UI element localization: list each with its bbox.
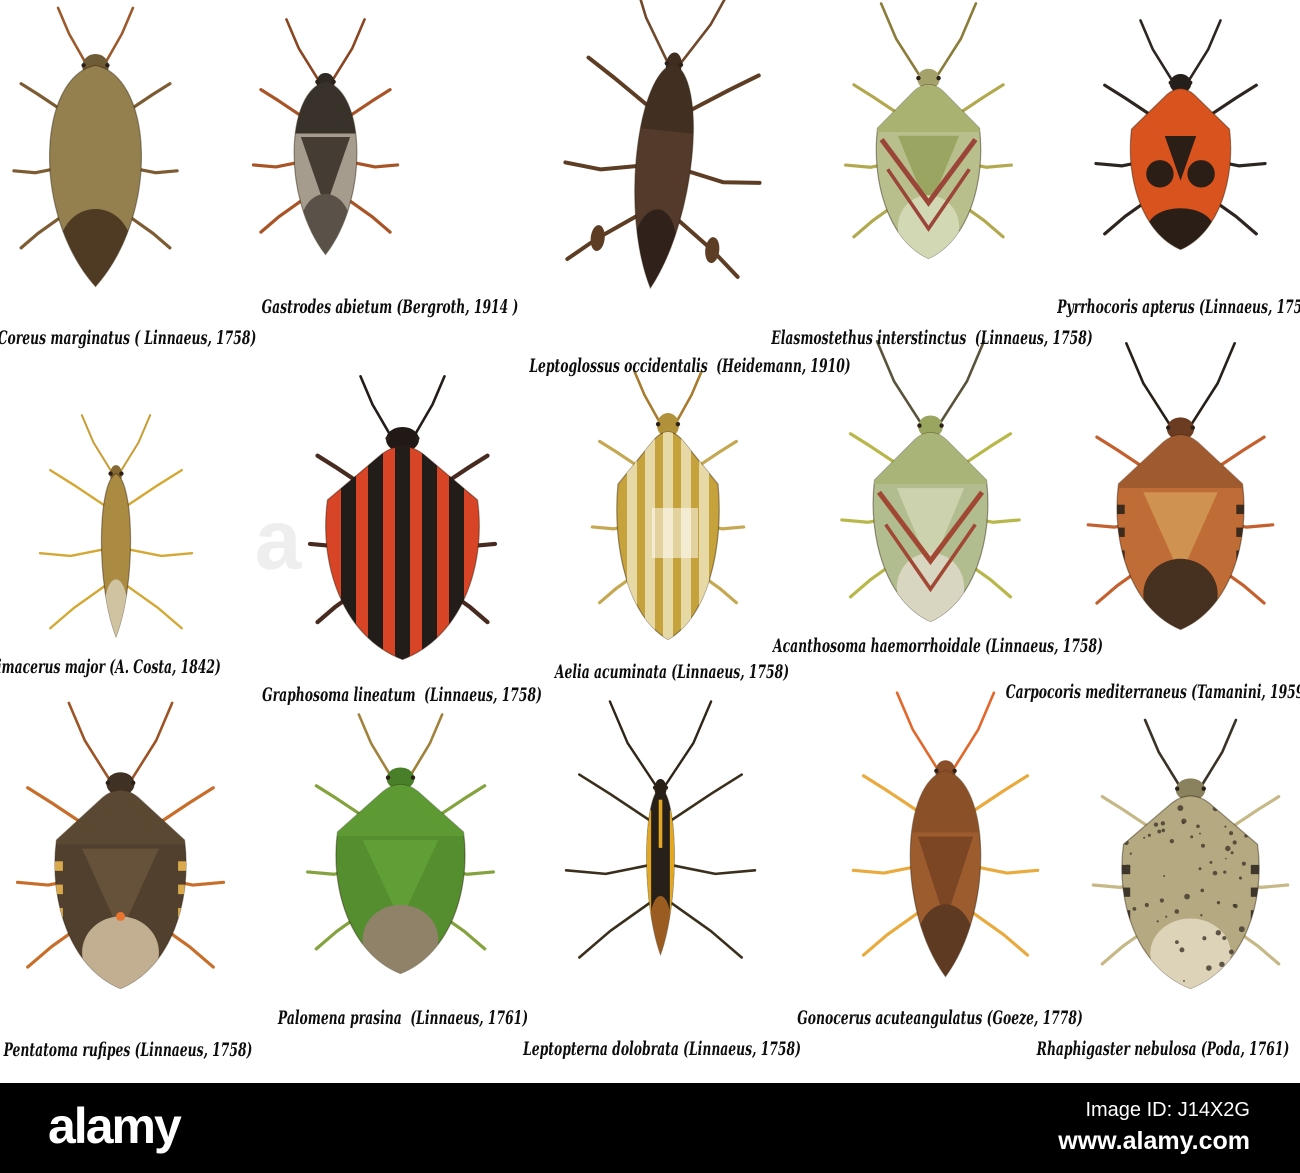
specimen-label-gonocerus-acuteangulatus: Gonocerus acuteangulatus (Goeze, 1778) bbox=[797, 1007, 1083, 1029]
bug-illustration-pyrrhocoris-apterus bbox=[1093, 18, 1267, 250]
bug-illustration-gonocerus-acuteangulatus bbox=[851, 690, 1039, 978]
specimen-label-graphosoma-lineatum: Graphosoma lineatum (Linnaeus, 1758) bbox=[262, 684, 542, 706]
faint-watermark-patch bbox=[652, 508, 698, 558]
image-id-text: Image ID: J14X2G bbox=[1085, 1099, 1250, 1121]
bug-illustration-coreus-marginatus bbox=[11, 6, 179, 287]
specimen-label-aelia-acuminata: Aelia acuminata (Linnaeus, 1758) bbox=[554, 661, 790, 683]
specimen-label-rhaphigaster-nebulosa: Rhaphigaster nebulosa (Poda, 1761) bbox=[1036, 1038, 1290, 1060]
watermark-bar: alamy Image ID: J14X2G www.alamy.com bbox=[0, 1083, 1300, 1173]
alamy-url-text: www.alamy.com bbox=[1058, 1127, 1250, 1155]
watermark-meta: Image ID: J14X2G www.alamy.com bbox=[1058, 1099, 1250, 1156]
specimen-label-acanthosoma-haemorrhoidale: Acanthosoma haemorrhoidale (Linnaeus, 17… bbox=[773, 635, 1103, 657]
specimen-label-elasmostethus-interstinctus: Elasmostethus interstinctus (Linnaeus, 1… bbox=[771, 327, 1093, 349]
specimen-label-carpocoris-mediterraneus: Carpocoris mediterraneus (Tamanini, 1959… bbox=[1005, 681, 1300, 703]
bug-illustration-leptoglossus-occidentalis bbox=[562, 0, 762, 289]
bug-illustration-gastrodes-abietum bbox=[251, 17, 399, 255]
faint-watermark-glyph: a bbox=[254, 492, 302, 587]
bug-illustration-acanthosoma-haemorrhoidale bbox=[839, 339, 1021, 622]
bug-illustration-elasmostethus-interstinctus bbox=[843, 1, 1013, 259]
alamy-logo: alamy bbox=[48, 1098, 182, 1154]
specimen-label-palomena-prasina: Palomena prasina (Linnaeus, 1761) bbox=[277, 1007, 529, 1029]
bug-illustration-pentatoma-rufipes bbox=[15, 701, 225, 989]
specimen-label-gastrodes-abietum: Gastrodes abietum (Bergroth, 1914 ) bbox=[261, 296, 519, 318]
bug-illustration-graphosoma-lineatum bbox=[307, 374, 497, 660]
bug-illustration-palomena-prasina bbox=[305, 712, 495, 974]
specimen-label-leptoglossus-occidentalis: Leptoglossus occidentalis (Heidemann, 19… bbox=[529, 355, 851, 377]
specimen-label-leptopterna-dolobrata: Leptopterna dolobrata (Linnaeus, 1758) bbox=[523, 1038, 801, 1060]
specimen-label-pentatoma-rufipes: Pentatoma rufipes (Linnaeus, 1758) bbox=[3, 1039, 253, 1061]
bug-illustration-carpocoris-mediterraneus bbox=[1086, 341, 1274, 630]
specimen-label-pyrrhocoris-apterus: Pyrrhocoris apterus (Linnaeus, 1758) bbox=[1057, 296, 1300, 318]
bug-illustration-rhaphigaster-nebulosa bbox=[1091, 718, 1289, 989]
specimen-label-coreus-marginatus: Coreus marginatus ( Linnaeus, 1758) bbox=[0, 327, 257, 349]
specimen-label-himacerus-major: Himacerus major (A. Costa, 1842) bbox=[0, 656, 221, 678]
bug-illustration-leptopterna-dolobrata bbox=[564, 699, 756, 959]
bug-illustration-himacerus-major bbox=[38, 413, 194, 638]
